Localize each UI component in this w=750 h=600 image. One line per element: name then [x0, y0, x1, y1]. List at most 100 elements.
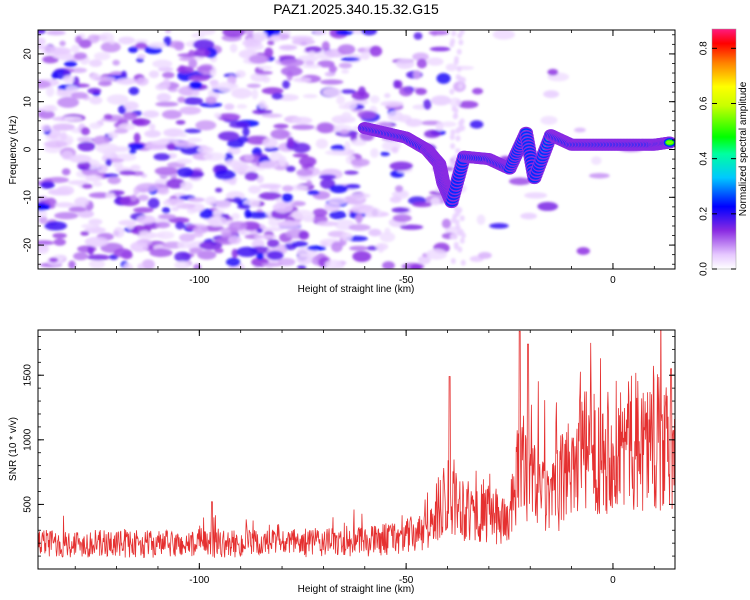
noise-blob: [280, 66, 303, 77]
spectrogram-y-tick-label: -10: [23, 190, 34, 205]
noise-blob: [63, 116, 83, 122]
noise-blob: [460, 259, 466, 266]
noise-blob: [231, 248, 239, 259]
noise-blob: [207, 216, 228, 227]
noise-blob: [471, 87, 484, 95]
noise-blob: [413, 69, 421, 80]
noise-blob: [165, 30, 172, 34]
noise-blob: [198, 241, 223, 250]
noise-blob: [261, 262, 283, 267]
snr-background: [38, 330, 675, 569]
noise-blob: [387, 110, 404, 122]
spectrogram-y-axis-label: Frequency (Hz): [8, 116, 19, 185]
noise-blob: [217, 131, 240, 141]
noise-blob: [524, 192, 548, 199]
noise-blob: [145, 143, 168, 151]
noise-blob: [455, 224, 461, 231]
snr-panel: -100 -50 0 500 1000 1500 Height of straight …: [8, 329, 676, 595]
snr-x-ticks: -100 -50 0: [74, 330, 655, 586]
noise-blob: [415, 88, 427, 95]
snr-series-line: [38, 330, 675, 559]
noise-blob: [60, 131, 68, 141]
noise-blob: [279, 44, 298, 50]
noise-blob: [291, 209, 314, 220]
noise-blob: [331, 241, 343, 253]
noise-blob: [360, 51, 370, 60]
noise-blob: [489, 223, 509, 229]
noise-blob: [114, 128, 129, 134]
noise-blob: [103, 173, 119, 178]
noise-blob: [449, 88, 455, 95]
noise-blob: [243, 30, 254, 35]
noise-blob: [139, 230, 151, 237]
noise-blob: [207, 89, 215, 99]
noise-blob: [205, 196, 217, 206]
noise-blob: [322, 87, 342, 97]
noise-blob: [304, 60, 315, 66]
noise-blob: [337, 44, 356, 55]
noise-blob: [235, 70, 246, 79]
noise-blob: [264, 146, 279, 152]
noise-blob: [242, 126, 250, 137]
noise-blob: [328, 197, 348, 205]
noise-blob: [252, 30, 268, 42]
noise-blob: [436, 73, 451, 84]
noise-blob: [158, 66, 174, 72]
noise-blob: [232, 197, 243, 204]
noise-blob: [281, 193, 294, 203]
noise-blob: [157, 214, 177, 220]
noise-blob: [456, 207, 462, 214]
noise-blob: [149, 123, 156, 131]
noise-blob: [196, 66, 214, 71]
noise-blob: [340, 89, 356, 94]
noise-blob: [278, 155, 287, 167]
noise-blob: [153, 153, 171, 161]
spectrogram-x-tick-label: -100: [189, 275, 209, 286]
noise-blob: [136, 215, 156, 225]
noise-blob: [119, 170, 136, 176]
noise-blob: [455, 135, 461, 142]
noise-blob: [591, 156, 602, 165]
noise-blob: [304, 46, 323, 54]
noise-blob: [454, 55, 460, 62]
noise-blob: [267, 239, 280, 248]
spectrogram-x-tick-label: -50: [399, 275, 414, 286]
noise-blob: [574, 127, 586, 133]
noise-blob: [450, 143, 456, 150]
noise-blob: [157, 187, 170, 195]
noise-blob: [43, 140, 68, 148]
noise-blob: [52, 232, 67, 239]
snr-y-tick-label: 500: [23, 496, 34, 513]
noise-blob: [176, 158, 193, 165]
spectrogram-x-axis-label: Height of straight line (km): [298, 284, 415, 295]
noise-blob: [56, 185, 75, 196]
snr-x-tick-label: -50: [399, 575, 414, 586]
noise-blob: [441, 218, 452, 229]
noise-blob: [97, 164, 108, 173]
noise-blob: [237, 204, 251, 210]
noise-blob: [258, 100, 267, 109]
noise-blob: [136, 77, 149, 86]
noise-blob: [44, 221, 68, 231]
noise-blob: [78, 39, 92, 49]
noise-blob: [87, 245, 95, 255]
noise-blob: [410, 264, 423, 269]
noise-blob: [338, 62, 353, 69]
noise-blob: [459, 237, 465, 244]
noise-blob: [217, 81, 235, 93]
noise-blob: [412, 52, 429, 61]
noise-blob: [469, 120, 484, 129]
noise-blob: [130, 241, 149, 253]
noise-blob: [65, 85, 79, 93]
noise-blob: [348, 224, 371, 231]
noise-blob: [54, 212, 79, 220]
noise-blob: [123, 101, 139, 111]
noise-blob: [105, 192, 116, 199]
noise-blob: [189, 247, 203, 254]
noise-blob: [81, 223, 100, 229]
noise-blob: [219, 228, 231, 233]
noise-blob: [321, 41, 330, 52]
noise-blob: [174, 260, 191, 269]
noise-blob: [127, 143, 145, 150]
noise-blob: [286, 136, 294, 148]
